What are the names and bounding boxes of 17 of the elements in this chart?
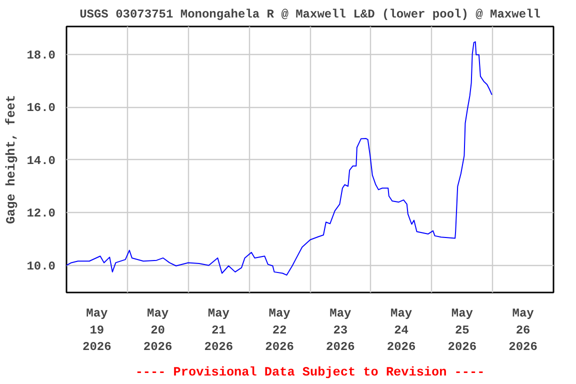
y-tick-label: 16.0 [26,101,56,116]
y-tick-label: 10.0 [26,259,56,274]
y-tick-label: 12.0 [26,206,56,221]
y-tick-label: 18.0 [26,48,56,62]
text: ---- Provisional Data Subject to Revision ---- [135,364,485,380]
x-tick-label: May 23 2026 [326,306,355,354]
y-axis-title: Gage height, feet [4,94,19,224]
chart-title: USGS 03073751 Monongahela R @ Maxwell L&D (lower pool) @ Maxwell [80,8,540,22]
x-tick-label: May 25 2026 [448,306,477,354]
x-tick-label: May 19 2026 [82,306,112,354]
y-tick-label: 14.0 [26,154,56,168]
line-series [66,41,492,276]
x-tick-label: May 21 2026 [204,306,234,354]
x-tick-label: May 26 2026 [508,306,538,354]
x-tick-label: May 24 2026 [386,306,416,354]
x-tick-label: May 22 2026 [265,306,294,354]
x-tick-label: May 20 2026 [143,306,172,354]
